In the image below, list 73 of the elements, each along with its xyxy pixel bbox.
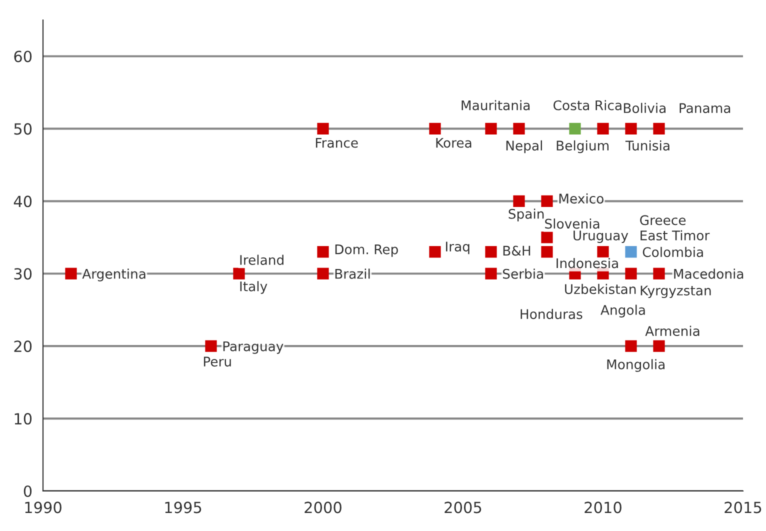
annotation: Mongolia: [607, 359, 664, 372]
y-tick-label: 20: [14, 340, 32, 352]
point: [541, 246, 553, 258]
point: [625, 246, 637, 258]
annotation: Bolivia: [624, 102, 666, 114]
point: [653, 340, 665, 352]
annotation: East Timor: [640, 230, 710, 240]
y-tick-label: 40: [14, 196, 32, 208]
annotation: Slovenia: [545, 218, 600, 229]
point: [541, 195, 553, 207]
annotation: Spain: [508, 208, 544, 222]
point: [513, 122, 525, 135]
point: [233, 268, 245, 280]
point: [597, 122, 609, 135]
point: [317, 268, 329, 280]
point: [485, 246, 497, 258]
annotation: Angola: [600, 304, 645, 318]
annotation: Belgium: [556, 140, 609, 154]
annotation: Ireland: [240, 254, 284, 265]
point: [485, 268, 497, 280]
y-tick-label: 50: [14, 123, 32, 135]
annotation: Colombia: [642, 246, 703, 258]
annotation: Serbia: [502, 268, 543, 279]
y-tick-label: 60: [14, 50, 32, 62]
annotation: Uzbekistan: [565, 284, 636, 294]
point: [597, 246, 609, 258]
point: [625, 122, 637, 135]
point: [569, 122, 581, 135]
annotation: Dom. Rep: [335, 244, 398, 257]
annotation: Greece: [640, 215, 686, 226]
annotation: Iraq: [446, 242, 470, 254]
annotation: Uruguay: [574, 230, 628, 243]
annotation: Peru: [204, 356, 231, 367]
annotation: Mauritania: [462, 100, 530, 110]
point: [317, 122, 329, 135]
x-tick-label: 2000: [304, 502, 342, 514]
point: [65, 268, 77, 280]
point: [541, 232, 553, 244]
x-tick-label: 1995: [165, 502, 202, 514]
annotation: Panama: [680, 103, 730, 114]
annotation: Armenia: [645, 326, 700, 336]
y-tick-label: 0: [24, 485, 32, 498]
annotation: Brazil: [335, 268, 370, 279]
x-tick-label: 1990: [25, 502, 62, 514]
point: [653, 268, 665, 280]
point: [513, 195, 525, 207]
point: [485, 122, 497, 135]
annotation: Tunisia: [625, 140, 670, 151]
x-tick-label: 2015: [724, 502, 762, 514]
y-tick-label: 30: [14, 268, 32, 280]
point: [429, 122, 441, 135]
point: [317, 246, 329, 258]
annotation: Honduras: [520, 308, 582, 320]
point: [625, 340, 637, 352]
annotation: Italy: [240, 281, 268, 294]
point: [205, 340, 217, 352]
annotation: Kyrgyzstan: [640, 286, 711, 298]
point: [653, 122, 665, 135]
annotation: Nepal: [506, 140, 542, 154]
annotation: Costa Rica: [554, 100, 622, 110]
x-tick-label: 2005: [444, 502, 482, 514]
annotation: Argentina: [82, 268, 146, 282]
annotation: Mexico: [559, 193, 604, 204]
point: [429, 246, 441, 258]
x-tick-label: 2010: [584, 502, 622, 514]
annotation: Paraguay: [223, 341, 284, 354]
annotation: Indonesia: [556, 258, 618, 268]
annotation: B&H: [503, 246, 530, 256]
y-tick-label: 10: [14, 413, 32, 425]
annotation: Korea: [436, 138, 472, 148]
annotation: France: [316, 138, 358, 148]
point: [625, 268, 637, 280]
annotation: Macedonia: [674, 268, 744, 279]
